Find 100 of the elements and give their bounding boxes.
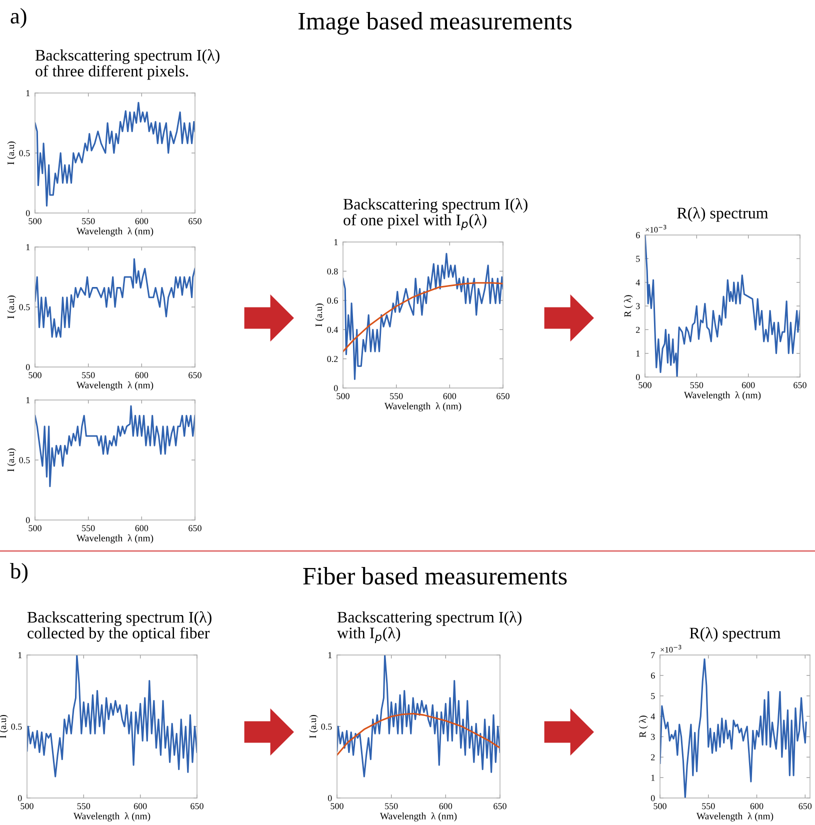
- y-tick-label: 3: [636, 303, 640, 310]
- y-tick-label: 6: [651, 672, 655, 679]
- x-tick-label: 500: [330, 803, 344, 810]
- x-tick-label: 600: [134, 803, 147, 810]
- y-tick-label: 0: [334, 385, 338, 392]
- line-series: [337, 712, 500, 756]
- y-tick-label: 1: [334, 239, 338, 246]
- x-tick-label: 650: [494, 803, 506, 810]
- x-tick-label: 500: [28, 525, 42, 532]
- x-axis-title: Wavelength λ (nm): [73, 812, 150, 822]
- line-series: [343, 252, 503, 380]
- y-tick-label: 4: [636, 280, 640, 286]
- y-tick-label: 3: [651, 734, 655, 740]
- chart-title: Backscattering spectrum I(λ) collected by the optical fiber: [27, 611, 212, 642]
- x-tick-label: 500: [654, 803, 666, 810]
- x-tick-label: 600: [439, 803, 452, 810]
- x-tick-label: 650: [496, 393, 510, 400]
- line-series: [660, 658, 807, 798]
- y-tick-label: 1: [26, 397, 30, 404]
- x-tick-label: 600: [135, 525, 148, 532]
- chart-title: R(λ) spectrum: [690, 627, 781, 642]
- x-tick-label: 650: [798, 803, 812, 810]
- chart-title: Backscattering spectrum I(λ) of one pixel with I$_{p}$(λ): [343, 198, 528, 230]
- y-axis-title: R ( λ): [624, 295, 633, 317]
- chart-title: Backscattering spectrum I(λ) of three different pixels.: [35, 49, 220, 80]
- y-tick-label: 0: [26, 210, 30, 216]
- y-tick-label: 0.8: [327, 268, 338, 274]
- y-tick-label: 1: [651, 774, 655, 781]
- y-tick-label: 0.2: [327, 356, 338, 362]
- y-tick-label: 4: [650, 713, 655, 720]
- y-tick-label: 1: [636, 350, 640, 356]
- y-tick-label: 2: [651, 754, 655, 760]
- y-axis-title: R ( λ): [638, 716, 648, 738]
- x-tick-label: 500: [638, 382, 652, 388]
- chart-title: Backscattering spectrum I(λ) with I$_{p}$(λ): [337, 611, 522, 644]
- x-tick-label: 550: [82, 372, 95, 378]
- text: Image based measurements: [298, 12, 572, 35]
- x-axis-title: Wavelength λ (nm): [76, 534, 154, 544]
- y-tick-label: 0.5: [19, 150, 30, 156]
- x-tick-label: 600: [443, 393, 456, 400]
- text: ×10$^{−3}$: [646, 224, 666, 233]
- chart-title: R(λ) spectrum: [677, 207, 768, 222]
- x-tick-label: 550: [82, 525, 95, 532]
- x-tick-label: 550: [385, 803, 398, 810]
- x-tick-label: 600: [135, 218, 148, 224]
- y-tick-label: 6: [636, 232, 640, 238]
- text: a): [10, 8, 26, 28]
- y-tick-label: 5: [651, 693, 655, 700]
- x-axis-title: Wavelength λ (nm): [76, 227, 154, 236]
- y-tick-label: 0: [636, 374, 640, 380]
- x-axis-title: Wavelength λ (nm): [696, 812, 774, 822]
- x-tick-label: 650: [794, 382, 806, 388]
- y-tick-label: 1: [328, 652, 332, 658]
- x-tick-label: 650: [190, 803, 204, 810]
- x-tick-label: 650: [188, 372, 202, 378]
- x-axis-title: Wavelength λ (nm): [684, 391, 761, 400]
- x-tick-label: 500: [336, 393, 350, 400]
- x-tick-label: 500: [28, 218, 42, 224]
- y-tick-label: 0.5: [19, 457, 30, 464]
- y-tick-label: 1: [26, 90, 30, 96]
- line-series: [35, 258, 195, 338]
- y-tick-label: 0.4: [327, 326, 338, 333]
- x-tick-label: 600: [750, 803, 764, 810]
- y-tick-label: 0.6: [327, 298, 338, 304]
- x-tick-label: 550: [690, 382, 704, 388]
- y-tick-label: 5: [636, 256, 640, 262]
- x-tick-label: 650: [188, 218, 202, 224]
- text: ×10$^{−3}$: [660, 644, 682, 653]
- x-axis-title: Wavelength λ (nm): [76, 381, 154, 390]
- y-tick-label: 1: [18, 652, 22, 658]
- y-axis-title: I (a.u): [309, 715, 318, 738]
- x-axis-title: Wavelength λ (nm): [384, 402, 462, 412]
- y-tick-label: 0: [328, 795, 332, 802]
- y-tick-label: 2: [636, 326, 640, 333]
- y-tick-label: 0: [26, 364, 30, 370]
- y-tick-label: 0.5: [11, 724, 22, 730]
- text: b): [10, 563, 28, 584]
- line-series: [35, 405, 195, 488]
- y-axis-title: I (a.u): [7, 296, 16, 319]
- y-tick-label: 0.5: [321, 724, 332, 730]
- y-tick-label: 7: [651, 652, 655, 658]
- x-tick-label: 550: [82, 218, 95, 224]
- y-tick-label: 0.5: [19, 304, 30, 310]
- x-tick-label: 600: [135, 372, 148, 378]
- x-tick-label: 550: [702, 803, 715, 810]
- x-tick-label: 500: [20, 803, 34, 810]
- line-series: [35, 102, 195, 207]
- y-tick-label: 0: [650, 795, 655, 802]
- x-tick-label: 600: [742, 382, 755, 388]
- x-tick-label: 650: [188, 525, 202, 532]
- y-axis-title: I (a.u): [7, 142, 16, 165]
- x-tick-label: 550: [77, 803, 90, 810]
- x-tick-label: 500: [28, 372, 42, 378]
- y-axis-title: I (a.u): [315, 304, 324, 327]
- x-axis-title: Wavelength λ (nm): [380, 812, 457, 822]
- y-tick-label: 0: [26, 517, 30, 524]
- y-axis-title: I (a.u): [7, 448, 16, 472]
- y-tick-label: 0: [18, 795, 22, 802]
- text: Fiber based measurements: [303, 567, 567, 585]
- line-series: [645, 235, 800, 377]
